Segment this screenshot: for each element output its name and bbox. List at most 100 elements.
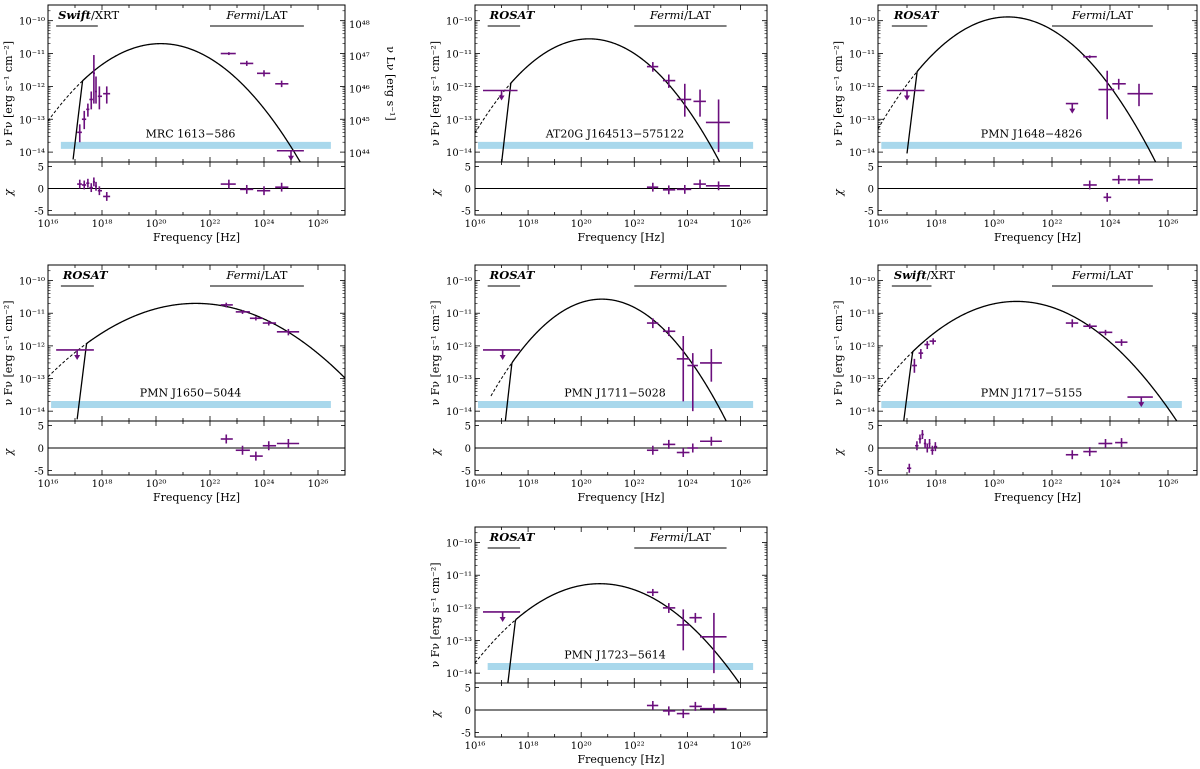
y2-axis-title: ν Lν [erg s⁻¹] <box>384 46 397 120</box>
res-tick-label: 5 <box>465 684 471 695</box>
data-point <box>662 603 676 613</box>
source-name: PMN J1723−5614 <box>564 649 665 662</box>
intrinsic-dashed-curve <box>878 343 922 392</box>
residual-point <box>915 441 919 451</box>
y-tick-label: 10⁻¹³ <box>19 115 45 126</box>
gamma-instrument-label: Fermi/LAT <box>649 8 711 22</box>
data-point <box>276 328 300 336</box>
y-tick-label: 10⁻¹⁰ <box>19 17 45 28</box>
residual-point <box>1098 439 1113 448</box>
y2-tick-label: 10⁴⁸ <box>349 20 370 31</box>
res-tick-label: 0 <box>868 444 874 455</box>
y-axis-title: ν Fν [erg s⁻¹ cm⁻²] <box>429 41 442 146</box>
res-tick-label: -5 <box>461 207 471 218</box>
y-tick-label: 10⁻¹² <box>19 82 45 93</box>
data-point <box>262 320 277 326</box>
xray-instrument-label: ROSAT <box>893 8 940 22</box>
y-tick-label: 10⁻¹¹ <box>446 571 472 582</box>
y-tick-label: 10⁻¹⁴ <box>446 669 472 680</box>
residual-point <box>249 451 263 461</box>
x-axis-title: Frequency [Hz] <box>994 231 1081 244</box>
x-axis-title: Frequency [Hz] <box>578 753 665 766</box>
plot-frame <box>877 264 1198 476</box>
residual-point <box>662 706 676 716</box>
x-tick-label: 10²⁰ <box>146 219 167 230</box>
data-point <box>77 124 82 143</box>
intrinsic-dashed-curve <box>878 66 922 130</box>
intrinsic-dashed-curve <box>48 339 92 378</box>
gamma-instrument-label: Fermi/LAT <box>1071 8 1133 22</box>
res-tick-label: 0 <box>868 185 874 196</box>
residual-point <box>926 443 929 453</box>
x-tick-label: 10¹⁶ <box>868 479 889 490</box>
panel-7: 10¹⁶ 10¹⁸ 10²⁰ 10²² 10²⁴ 10²⁶ 10⁻¹⁰ 10⁻¹¹ 10⁻¹² 1… <box>429 526 768 766</box>
x-tick-label: 10²² <box>200 479 221 490</box>
y-tick-label: 10⁻¹⁰ <box>446 539 472 550</box>
residual-point <box>921 430 924 439</box>
x-tick-label: 10¹⁶ <box>465 219 486 230</box>
y-axis-title: ν Fν [erg s⁻¹ cm⁻²] <box>2 300 15 405</box>
data-point <box>929 338 936 345</box>
gamma-instrument-label: Fermi/LAT <box>1071 268 1133 282</box>
xray-instrument-label: Swift/XRT <box>894 268 955 282</box>
res-tick-label: 5 <box>465 162 471 173</box>
sed-panel: 10¹⁶ 10¹⁸ 10²⁰ 10²² 10²⁴ 10²⁶ 10⁻¹⁰ 10⁻¹¹ 10⁻¹² 1… <box>832 264 1198 504</box>
residual-point <box>1127 175 1153 185</box>
y-tick-label: 10⁻¹⁰ <box>849 17 875 28</box>
y-axis-title: ν Fν [erg s⁻¹ cm⁻²] <box>2 41 15 146</box>
data-point <box>646 62 659 72</box>
residual-point <box>240 184 254 194</box>
x-tick-label: 10²² <box>1042 479 1063 490</box>
residual-point <box>262 441 277 451</box>
x-tick-label: 10¹⁸ <box>518 479 539 490</box>
data-point <box>689 612 702 623</box>
y2-tick-label: 10⁴⁴ <box>349 149 370 160</box>
residual-point <box>103 192 111 201</box>
x-tick-label: 10²⁴ <box>1100 479 1121 490</box>
upper-limit-point <box>1127 396 1153 408</box>
y-tick-label: 10⁻¹² <box>849 342 875 353</box>
x-tick-label: 10¹⁶ <box>868 219 889 230</box>
y-tick-label: 10⁻¹² <box>849 82 875 93</box>
x-tick-label: 10²⁴ <box>1100 219 1121 230</box>
panel-6: 10¹⁶ 10¹⁸ 10²⁰ 10²² 10²⁴ 10²⁶ 10⁻¹⁰ 10⁻¹¹ 10⁻¹² 1… <box>832 264 1198 504</box>
y-tick-label: 10⁻¹¹ <box>446 50 472 61</box>
residual-point <box>220 434 233 444</box>
data-point <box>676 83 692 117</box>
y-axis-title: ν Fν [erg s⁻¹ cm⁻²] <box>429 562 442 667</box>
gamma-instrument-label: Fermi/LAT <box>649 530 711 544</box>
x-axis-title: Frequency [Hz] <box>153 491 240 504</box>
panel-1: 10¹⁶ 10¹⁸ 10²⁰ 10²² 10²⁴ 10²⁶ 10⁻¹⁰ 10⁻¹¹ 10⁻¹² 1… <box>2 4 397 244</box>
data-point <box>646 588 659 597</box>
model-curve <box>906 16 1157 162</box>
residual-point <box>1065 450 1079 460</box>
y-tick-label: 10⁻¹⁰ <box>849 277 875 288</box>
upper-limit-point <box>482 611 521 622</box>
sed-panel: 10¹⁶ 10¹⁸ 10²⁰ 10²² 10²⁴ 10²⁶ 10⁻¹⁰ 10⁻¹¹ 10⁻¹² 1… <box>2 4 397 244</box>
model-curve <box>903 300 1178 421</box>
x-tick-label: 10²⁰ <box>984 219 1005 230</box>
xray-instrument-label: ROSAT <box>62 268 109 282</box>
sed-panel: 10¹⁶ 10¹⁸ 10²⁰ 10²² 10²⁴ 10²⁶ 10⁻¹⁰ 10⁻¹¹ 10⁻¹² 1… <box>429 264 768 504</box>
x-tick-label: 10¹⁶ <box>465 741 486 752</box>
residual-axis-title: χ <box>429 188 442 197</box>
sed-panel: 10¹⁶ 10¹⁸ 10²⁰ 10²² 10²⁴ 10²⁶ 10⁻¹⁰ 10⁻¹¹ 10⁻¹² 1… <box>832 4 1198 244</box>
data-point <box>220 52 236 56</box>
y-tick-label: 10⁻¹¹ <box>849 50 875 61</box>
data-point <box>1065 319 1079 328</box>
x-tick-label: 10¹⁸ <box>92 479 113 490</box>
x-tick-label: 10²⁶ <box>1158 219 1179 230</box>
y2-tick-label: 10⁴⁶ <box>349 84 370 95</box>
residual-point <box>77 179 82 189</box>
data-point <box>1115 339 1128 346</box>
x-tick-label: 10²² <box>624 741 645 752</box>
y-tick-label: 10⁻¹⁴ <box>19 148 45 159</box>
data-point <box>662 74 676 88</box>
gamma-instrument-label: Fermi/LAT <box>225 268 287 282</box>
x-tick-label: 10²⁴ <box>677 219 698 230</box>
data-point <box>924 341 930 350</box>
plot-frame <box>474 4 768 216</box>
residual-point <box>918 434 922 444</box>
residual-point <box>907 463 912 473</box>
x-tick-label: 10²⁰ <box>571 479 592 490</box>
